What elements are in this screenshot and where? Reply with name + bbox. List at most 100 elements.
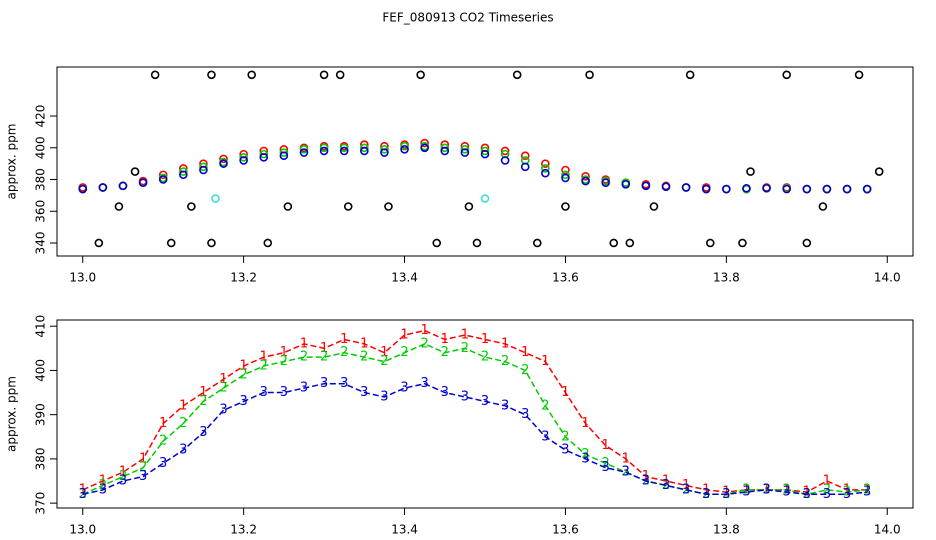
point-label: 3 bbox=[762, 482, 770, 497]
point-label: 2 bbox=[340, 345, 348, 360]
data-point bbox=[207, 238, 216, 248]
data-point bbox=[279, 148, 289, 157]
point-label: 2 bbox=[219, 381, 227, 396]
data-point bbox=[335, 70, 345, 80]
data-point bbox=[263, 238, 273, 248]
point-label: 3 bbox=[280, 385, 288, 400]
x-tick-label: 14.0 bbox=[874, 271, 901, 285]
data-point bbox=[460, 145, 470, 154]
point-label: 3 bbox=[581, 451, 589, 466]
plot-frame bbox=[56, 66, 914, 257]
point-label: 2 bbox=[179, 416, 187, 431]
y-tick-label: 380 bbox=[34, 447, 48, 470]
data-point bbox=[219, 154, 228, 164]
data-point bbox=[822, 184, 832, 194]
point-label: 2 bbox=[119, 469, 127, 484]
point-label: 3 bbox=[602, 460, 610, 475]
point-label: 2 bbox=[461, 341, 469, 356]
point-label: 1 bbox=[219, 372, 227, 387]
data-point bbox=[239, 156, 248, 165]
data-point bbox=[319, 146, 329, 156]
point-label: 3 bbox=[682, 482, 690, 497]
data-point bbox=[199, 162, 208, 172]
data-point bbox=[705, 238, 715, 248]
point-label: 2 bbox=[260, 359, 268, 374]
point-label: 2 bbox=[99, 478, 107, 493]
data-point bbox=[685, 70, 695, 80]
point-label: 2 bbox=[541, 398, 549, 413]
point-label: 1 bbox=[561, 385, 569, 400]
point-label: 3 bbox=[642, 474, 650, 489]
data-point bbox=[179, 170, 188, 180]
data-point bbox=[360, 143, 369, 153]
y-tick-label: 340 bbox=[34, 232, 48, 255]
data-point bbox=[259, 149, 269, 159]
data-point bbox=[746, 167, 755, 176]
point-label: 1 bbox=[139, 451, 147, 466]
point-label: 1 bbox=[662, 474, 670, 489]
data-point bbox=[380, 145, 389, 154]
data-point bbox=[130, 167, 140, 176]
point-label: 1 bbox=[400, 328, 408, 343]
data-point bbox=[661, 182, 671, 191]
point-label: 1 bbox=[119, 465, 127, 480]
point-label: 3 bbox=[79, 487, 87, 502]
data-point bbox=[480, 149, 490, 159]
x-tick-label: 13.8 bbox=[713, 523, 740, 537]
point-label: 2 bbox=[581, 447, 589, 462]
data-point bbox=[440, 143, 450, 153]
data-point bbox=[585, 70, 594, 80]
point-label: 3 bbox=[320, 376, 328, 391]
point-label: 1 bbox=[622, 451, 630, 466]
data-point bbox=[649, 202, 659, 211]
point-label: 1 bbox=[843, 482, 851, 497]
point-label: 1 bbox=[360, 336, 368, 351]
data-point bbox=[247, 70, 256, 80]
point-label: 3 bbox=[240, 394, 248, 409]
data-point bbox=[259, 152, 269, 162]
point-label: 3 bbox=[823, 487, 831, 502]
point-label: 2 bbox=[320, 350, 328, 365]
data-point bbox=[299, 145, 309, 154]
data-point bbox=[500, 146, 510, 156]
point-label: 2 bbox=[682, 482, 690, 497]
point-label: 1 bbox=[702, 482, 710, 497]
data-point bbox=[625, 238, 635, 248]
point-label: 1 bbox=[461, 328, 469, 343]
x-tick-label: 14.0 bbox=[874, 523, 901, 537]
point-label: 3 bbox=[119, 474, 127, 489]
point-label: 1 bbox=[823, 474, 831, 489]
x-tick-label: 13.2 bbox=[230, 271, 257, 285]
data-point bbox=[480, 146, 490, 156]
data-point bbox=[802, 184, 812, 194]
data-point bbox=[98, 183, 108, 192]
x-tick-label: 13.6 bbox=[552, 271, 579, 285]
point-label: 2 bbox=[622, 465, 630, 480]
point-label: 1 bbox=[340, 332, 348, 347]
data-point bbox=[601, 178, 610, 187]
point-label: 3 bbox=[179, 443, 187, 458]
point-label: 1 bbox=[441, 332, 449, 347]
data-point bbox=[432, 238, 442, 248]
y-tick-label: 410 bbox=[34, 315, 48, 338]
data-point bbox=[400, 145, 409, 154]
plot-frame bbox=[56, 319, 914, 509]
point-label: 1 bbox=[421, 323, 429, 338]
series-line bbox=[82, 329, 868, 493]
point-label: 1 bbox=[541, 354, 549, 369]
point-label: 2 bbox=[421, 336, 429, 351]
x-tick-label: 13.0 bbox=[69, 271, 96, 285]
data-point bbox=[701, 184, 711, 194]
data-point bbox=[319, 70, 329, 80]
point-label: 3 bbox=[863, 485, 871, 500]
point-label: 3 bbox=[803, 487, 811, 502]
point-label: 3 bbox=[159, 456, 167, 471]
y-axis-label: approx. ppm bbox=[5, 124, 19, 200]
data-point bbox=[279, 151, 289, 161]
x-tick-label: 13.4 bbox=[391, 271, 418, 285]
chart-title: FEF_080913 CO2 Timeseries bbox=[382, 11, 553, 25]
data-point bbox=[207, 70, 216, 80]
y-tick-label: 400 bbox=[34, 359, 48, 382]
data-point bbox=[854, 70, 864, 80]
